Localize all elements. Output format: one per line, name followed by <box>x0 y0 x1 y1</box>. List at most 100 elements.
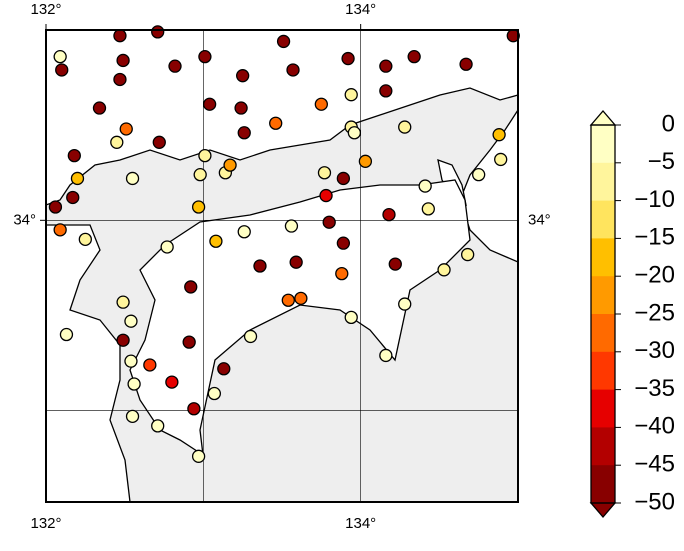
station <box>198 148 212 163</box>
station <box>459 57 473 71</box>
station <box>379 84 393 98</box>
colorbar-label: −35 <box>634 375 675 402</box>
station <box>269 116 283 130</box>
station <box>336 236 351 250</box>
colorbar-band <box>591 125 615 164</box>
station <box>494 152 508 167</box>
station <box>59 327 74 342</box>
colorbar-label: −25 <box>634 299 675 326</box>
colorbar-band <box>591 276 615 315</box>
colorbar-label: −45 <box>634 451 675 478</box>
colorbar: 0 −5 −10 −15 −20 −25 −30 −35 −40 −45 −50 <box>589 110 675 518</box>
colorbar-band <box>591 200 615 239</box>
station <box>407 49 421 64</box>
station <box>281 293 295 307</box>
station <box>289 255 303 269</box>
station <box>418 179 432 193</box>
station <box>322 215 336 229</box>
colorbar-under <box>589 502 617 518</box>
station <box>92 101 107 115</box>
station <box>335 266 349 281</box>
station <box>382 207 396 222</box>
station <box>237 225 251 239</box>
station <box>336 171 351 186</box>
station <box>78 232 92 247</box>
station <box>341 51 355 66</box>
colorbar-band <box>591 162 615 202</box>
station <box>116 295 130 309</box>
station <box>125 409 140 424</box>
station <box>53 49 67 64</box>
colorbar-label: −5 <box>648 148 675 175</box>
station <box>152 135 166 149</box>
station <box>398 297 412 311</box>
colorbar-band <box>591 351 615 391</box>
frame <box>45 29 519 503</box>
colorbar-label: −40 <box>634 413 675 440</box>
station <box>344 310 358 325</box>
colorbar-band <box>591 465 615 504</box>
station <box>253 259 267 273</box>
station <box>461 247 475 262</box>
station <box>294 291 308 306</box>
station <box>209 234 223 248</box>
station <box>284 219 299 233</box>
station <box>151 419 165 433</box>
station <box>143 358 157 372</box>
station <box>116 333 130 347</box>
y-tick-label: 34° <box>528 211 551 228</box>
colorbar-over <box>589 110 617 126</box>
colorbar-band <box>591 389 615 428</box>
colorbar-label: 0 <box>662 110 675 137</box>
station <box>317 166 332 180</box>
station <box>53 223 67 237</box>
station <box>388 257 402 271</box>
station <box>48 200 63 214</box>
station <box>187 402 201 416</box>
station <box>223 158 237 172</box>
station <box>398 120 412 134</box>
x-tick-label: 134° <box>345 515 376 532</box>
station <box>421 202 435 216</box>
station <box>113 72 127 87</box>
x-tick-label: 132° <box>30 1 61 18</box>
station <box>110 135 124 149</box>
grid <box>46 30 518 502</box>
points <box>48 25 520 463</box>
colorbar-band <box>591 427 615 466</box>
station <box>379 59 393 73</box>
station <box>124 354 138 368</box>
station <box>276 34 291 49</box>
station <box>286 63 300 77</box>
station <box>358 154 373 168</box>
station <box>124 314 138 328</box>
station <box>234 101 248 115</box>
station <box>344 88 358 102</box>
station <box>127 377 141 391</box>
station <box>119 122 133 136</box>
station <box>151 25 165 39</box>
colorbar-label: −30 <box>634 337 675 364</box>
station <box>492 128 506 142</box>
colorbar-label: −20 <box>634 262 675 289</box>
station <box>113 29 127 43</box>
colorbar-label: −50 <box>634 488 675 515</box>
station <box>125 171 140 186</box>
x-tick-label: 134° <box>345 1 376 18</box>
station <box>437 263 451 277</box>
land <box>45 29 519 503</box>
station <box>314 97 328 111</box>
station <box>165 375 179 389</box>
station <box>236 69 250 83</box>
y-tick-label: 34° <box>13 211 36 228</box>
station <box>191 200 206 214</box>
station <box>67 148 81 163</box>
colorbar-band <box>591 314 615 353</box>
station <box>202 97 217 111</box>
station <box>116 53 130 68</box>
station <box>347 126 362 140</box>
station <box>379 348 393 363</box>
station <box>191 449 206 463</box>
station <box>472 167 486 182</box>
colorbar-band <box>591 238 615 277</box>
